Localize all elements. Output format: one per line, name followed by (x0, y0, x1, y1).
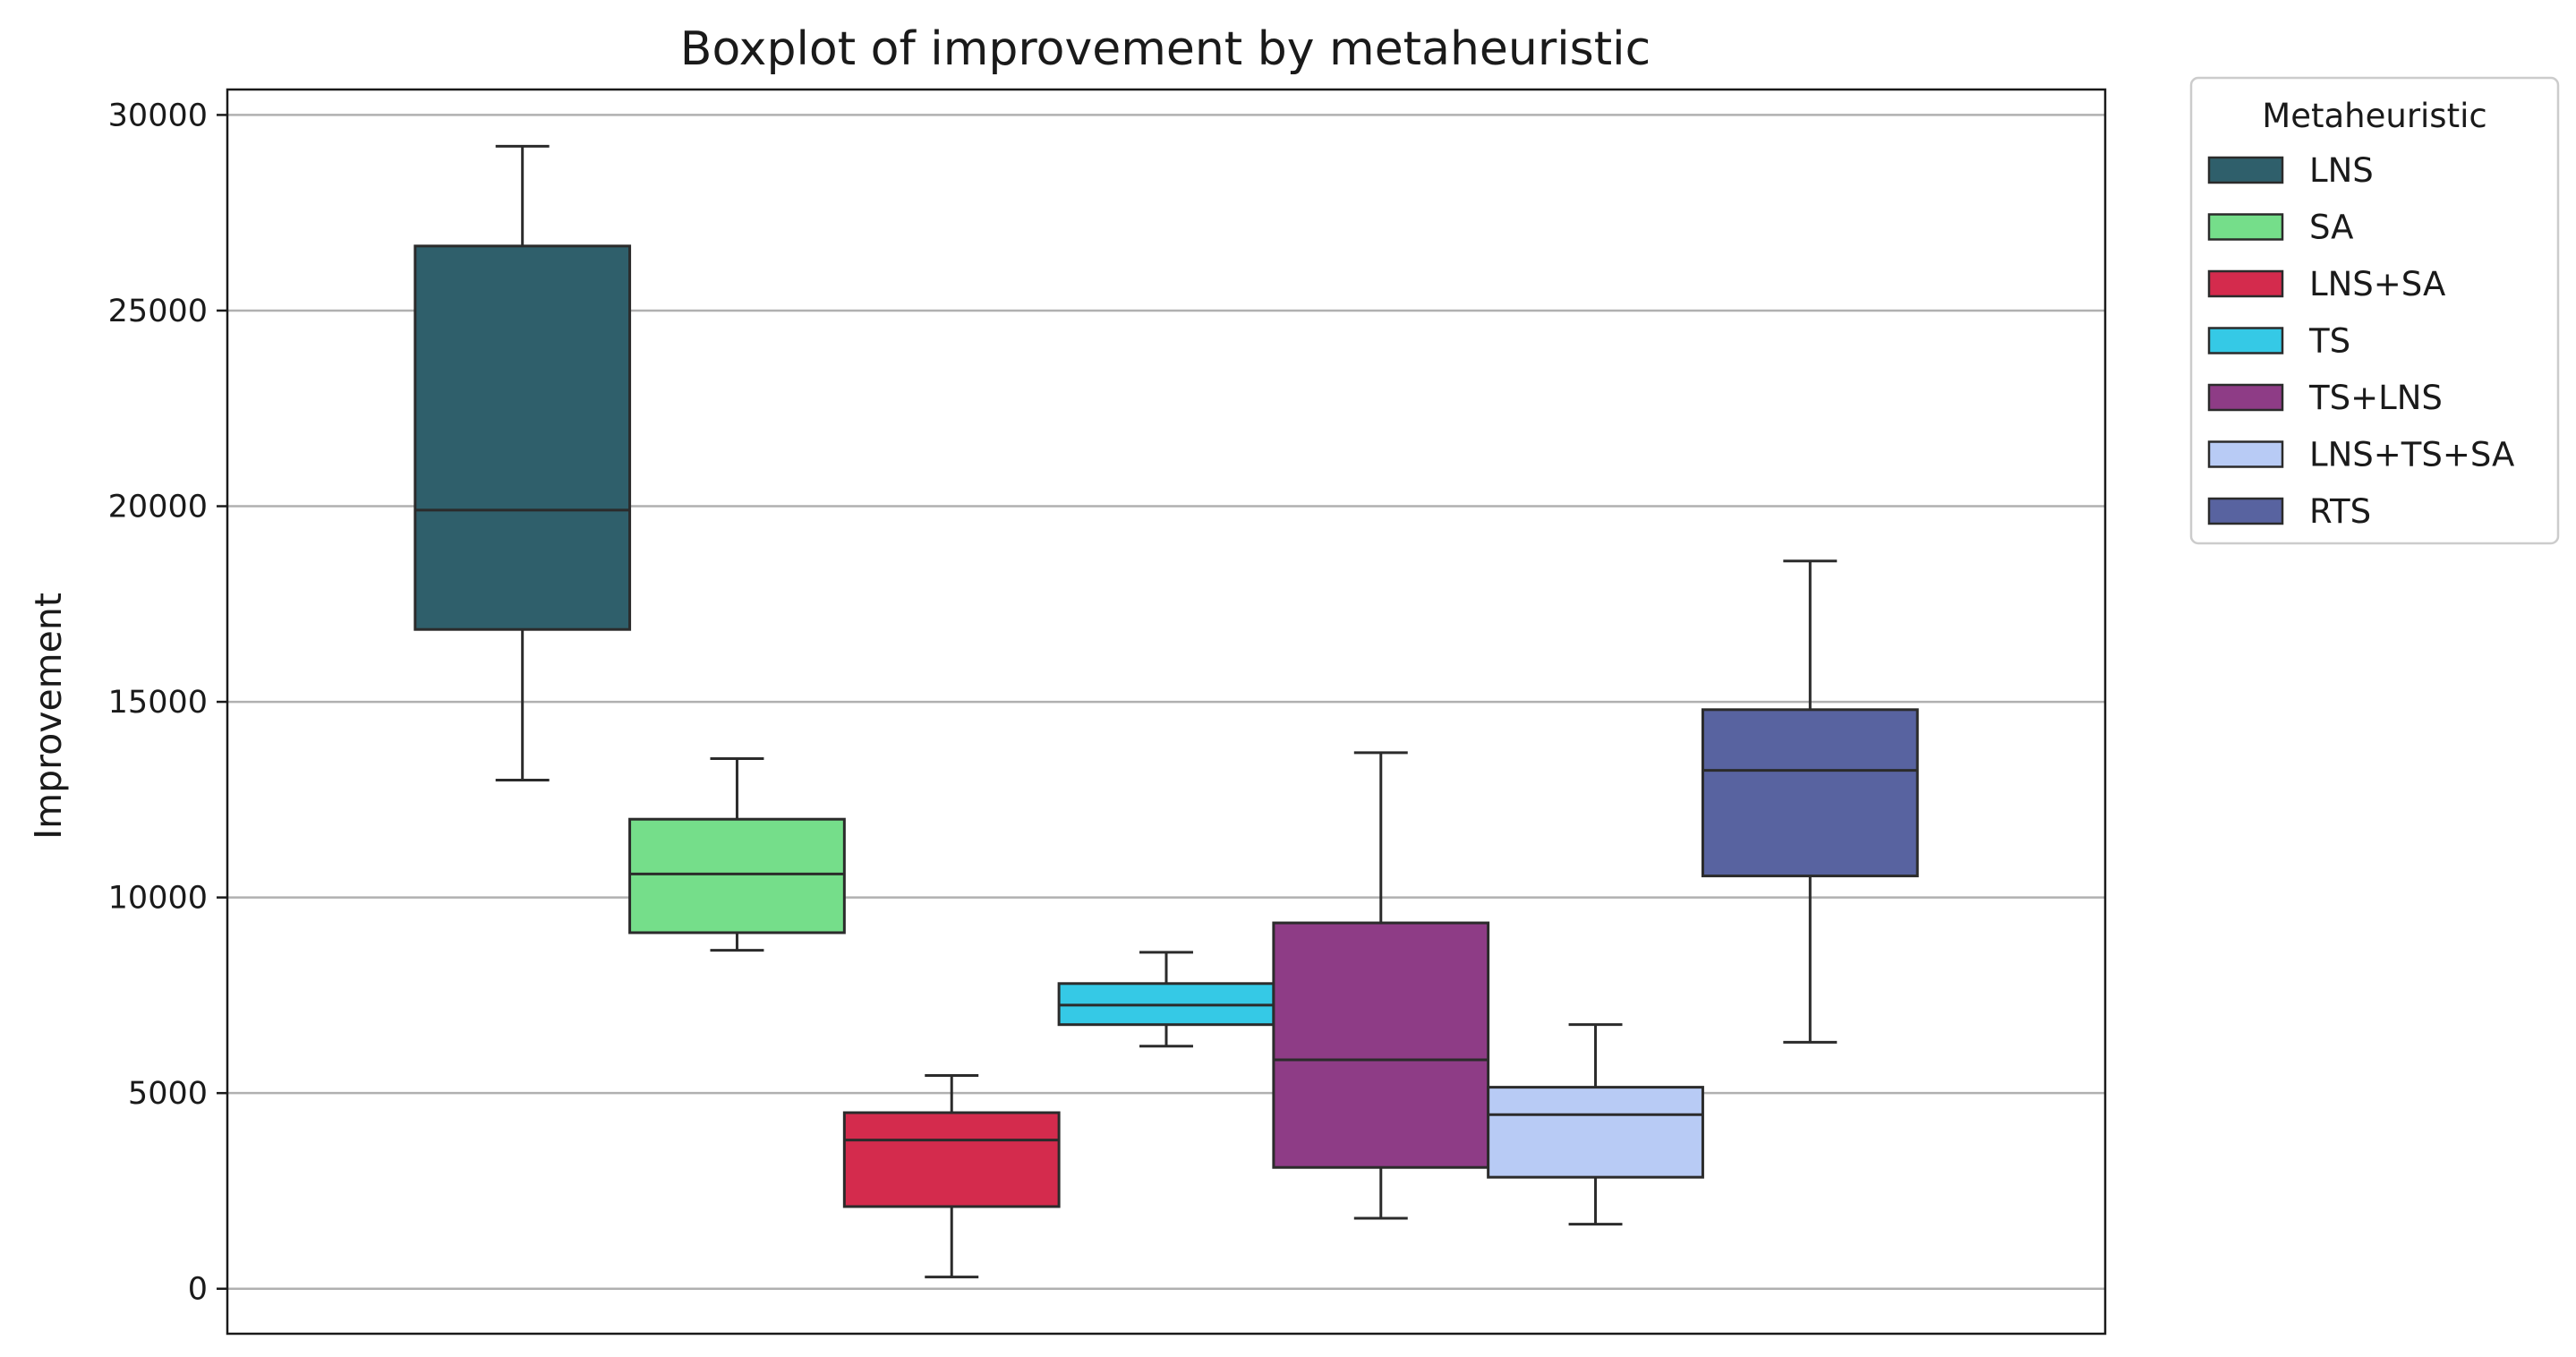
iqr-box (842, 1111, 1061, 1208)
y-tick-label: 15000 (108, 685, 208, 721)
legend-swatch (2207, 440, 2284, 468)
legend-label: TS+LNS (2308, 379, 2443, 417)
legend: Metaheuristic LNS SA LNS+SA TS TS+LNS LNS+TS+… (2189, 76, 2560, 545)
box-sa (628, 756, 846, 952)
box-ts-lns (1272, 751, 1490, 1220)
iqr-box (628, 817, 846, 935)
box-rts (1701, 559, 1919, 1044)
y-tick-label: 5000 (128, 1076, 208, 1112)
legend-swatch (2207, 269, 2284, 298)
y-tick-label: 25000 (108, 294, 208, 329)
iqr-box (414, 244, 632, 631)
box-lns-ts-sa (1487, 1023, 1704, 1226)
legend-swatch (2207, 497, 2284, 525)
box-lns-sa (842, 1074, 1061, 1279)
legend-swatch (2207, 383, 2284, 412)
y-tick-label: 0 (188, 1272, 208, 1308)
y-tick-label: 10000 (108, 881, 208, 917)
boxes (414, 144, 1919, 1279)
box-ts (1057, 951, 1275, 1048)
legend-frame (2189, 76, 2560, 545)
legend-label: RTS (2309, 492, 2371, 531)
y-tick-label: 20000 (108, 490, 208, 525)
legend-swatch (2207, 327, 2284, 354)
chart-title: Boxplot of improvement by metaheuristic (680, 22, 1651, 76)
y-tick-label: 30000 (108, 98, 208, 133)
y-axis-label: Improvement (27, 593, 70, 840)
plot-frame (226, 88, 2107, 1336)
legend-label: LNS (2309, 151, 2374, 190)
legend-label: SA (2309, 209, 2353, 247)
iqr-box (1272, 921, 1490, 1169)
legend-label: LNS+TS+SA (2309, 436, 2514, 474)
legend-label: LNS+SA (2309, 265, 2445, 303)
legend-title: Metaheuristic (2262, 97, 2486, 135)
legend-items: LNS SA LNS+SA TS TS+LNS LNS+TS+SA RTS (2207, 151, 2514, 531)
iqr-box (1701, 708, 1919, 878)
legend-swatch (2207, 213, 2284, 241)
legend-swatch (2207, 156, 2284, 184)
iqr-box (1487, 1086, 1704, 1179)
y-axis-ticks: 0 5000 10000 15000 20000 25000 30000 (108, 98, 227, 1308)
legend-label: TS (2308, 322, 2350, 361)
box-lns (414, 144, 632, 781)
